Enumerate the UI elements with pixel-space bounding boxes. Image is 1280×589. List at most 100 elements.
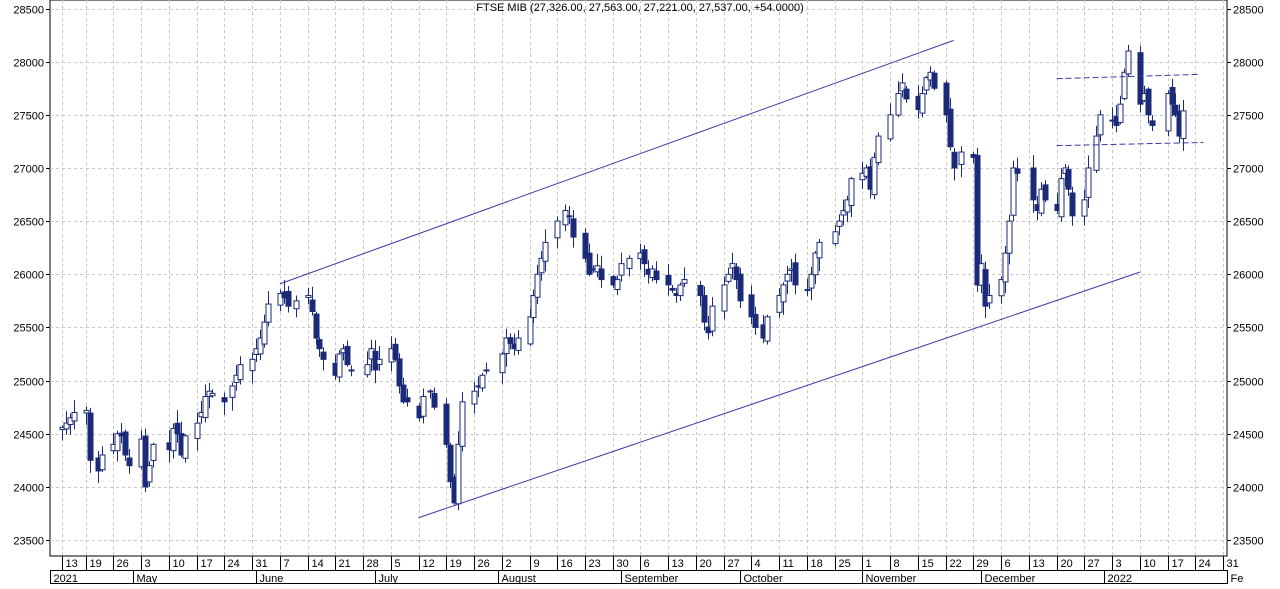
candle-down (1169, 86, 1176, 105)
candle-up (229, 385, 236, 398)
candle-up (1085, 167, 1092, 198)
candle-down (431, 392, 438, 408)
candle-down (982, 269, 989, 307)
candle-down (1172, 104, 1179, 116)
y-tick-label-right: 26000 (1233, 270, 1264, 282)
candle-up (293, 300, 300, 310)
week-tick-label: 28 (367, 558, 379, 570)
candle-up (376, 358, 383, 365)
candle-up (554, 220, 561, 239)
week-tick-label: 21 (339, 558, 351, 570)
candle-down (309, 299, 316, 312)
candle-up (194, 422, 201, 439)
candle-up (1117, 103, 1124, 123)
trendline-lower-channel (418, 271, 1140, 519)
y-tick-label-left: 26500 (13, 217, 44, 229)
candle-down (903, 88, 910, 100)
candle-up (816, 241, 823, 259)
candle-up (986, 295, 993, 304)
candle-up (1097, 114, 1104, 136)
week-tick-label: 20 (1061, 558, 1073, 570)
y-tick-label-right: 27500 (1233, 111, 1264, 123)
candle-up (919, 93, 926, 114)
y-tick-label-right: 28000 (1233, 58, 1264, 70)
candle-up (923, 77, 930, 91)
candle-down (400, 384, 407, 403)
week-tick-label: 14 (312, 558, 324, 570)
candle-down (507, 337, 514, 344)
candle-up (729, 263, 736, 269)
y-tick-label-left: 24500 (13, 430, 44, 442)
month-label: October (744, 573, 783, 584)
week-tick-label: 3 (1116, 558, 1122, 570)
candle-down (1149, 120, 1156, 126)
month-label: August (502, 573, 536, 584)
candle-down (697, 284, 704, 297)
week-tick-label: 2 (506, 558, 512, 570)
candle-up (364, 364, 371, 376)
month-label: December (985, 573, 1036, 584)
candle-up (958, 151, 965, 165)
candle-up (99, 454, 106, 471)
candle-up (515, 337, 522, 351)
month-label: Fe (1231, 573, 1244, 584)
candle-down (443, 403, 450, 445)
week-tick-label: 1 (866, 558, 872, 570)
candle-up (336, 353, 343, 378)
week-tick-label: 23 (589, 558, 601, 570)
month-label: July (379, 573, 399, 584)
candle-up (681, 279, 688, 284)
candle-down (427, 390, 434, 393)
candle-up (562, 209, 569, 226)
candle-up (459, 401, 466, 447)
candle-up (146, 465, 153, 483)
candle-down (447, 444, 454, 483)
week-tick-label: 7 (284, 558, 290, 570)
candle-up (840, 209, 847, 216)
y-tick-label-right: 24000 (1233, 483, 1264, 495)
week-tick-label: 17 (1172, 558, 1184, 570)
candle-up (1081, 199, 1088, 217)
candle-down (1145, 88, 1152, 116)
candle-down (748, 294, 755, 318)
candle-up (503, 337, 510, 355)
candle-up (618, 263, 625, 276)
week-tick-label: 13 (66, 558, 78, 570)
candle-up (887, 114, 894, 140)
candle-up (709, 305, 716, 332)
trendline-range-bottom (1056, 141, 1204, 147)
candle-up (764, 316, 771, 342)
candle-up (1180, 110, 1187, 140)
candle-up (871, 156, 878, 196)
candle-up (471, 390, 478, 405)
candle-up (776, 295, 783, 313)
candle-up (265, 303, 272, 323)
candle-up (534, 273, 541, 298)
candle-up (538, 257, 545, 274)
candle-down (737, 273, 744, 302)
candle-up (836, 220, 843, 227)
candle-up (1038, 188, 1045, 214)
candle-down (174, 422, 181, 435)
candle-down (653, 270, 660, 281)
candle-down (792, 262, 799, 286)
candle-down (1030, 167, 1037, 201)
week-tick-label: 27 (728, 558, 740, 570)
candle-up (170, 427, 177, 452)
y-tick-label-right: 25000 (1233, 377, 1264, 389)
week-tick-label: 12 (423, 558, 435, 570)
month-label: 2021 (54, 573, 78, 584)
candle-down (285, 290, 292, 307)
candle-up (832, 231, 839, 245)
candle-down (87, 412, 94, 461)
y-tick-label-left: 28000 (13, 58, 44, 70)
week-tick-label: 9 (534, 558, 540, 570)
candle-down (943, 82, 950, 116)
candle-up (483, 369, 490, 372)
candle-down (392, 343, 399, 360)
candle-up (542, 241, 549, 262)
candle-down (1137, 52, 1144, 105)
candle-down (931, 72, 938, 89)
y-tick-label-right: 23500 (1233, 536, 1264, 548)
week-tick-label: 3 (145, 558, 151, 570)
